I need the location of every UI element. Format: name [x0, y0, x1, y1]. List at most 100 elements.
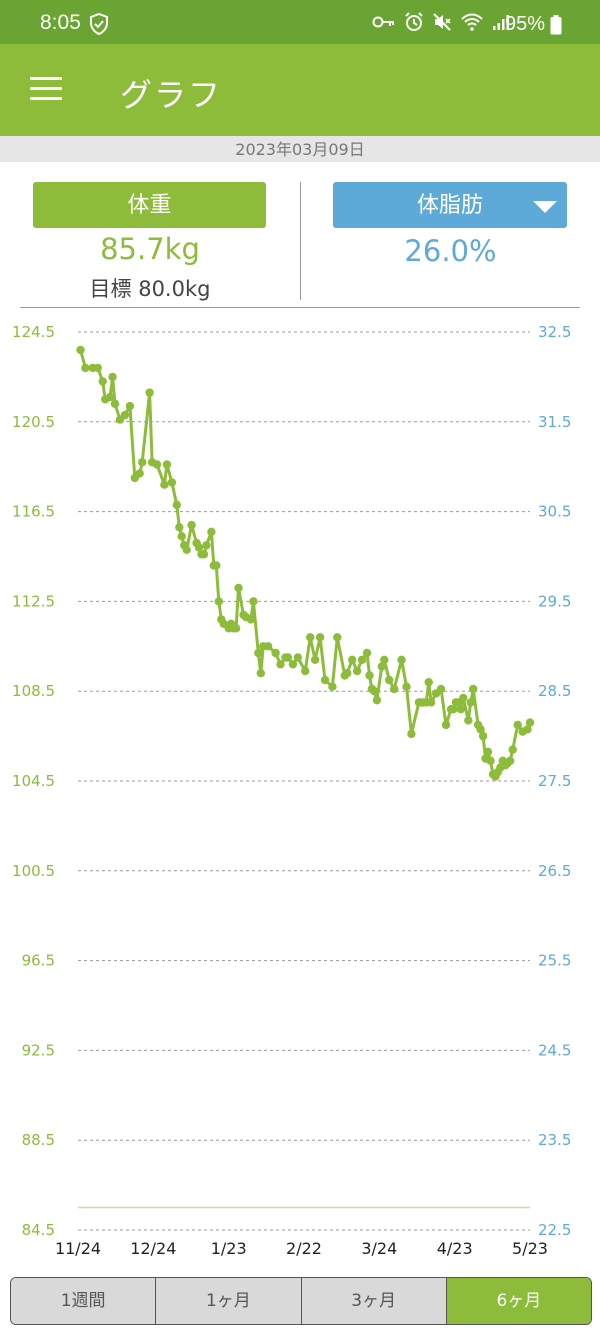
- tab-3-months[interactable]: 3ヶ月: [301, 1278, 447, 1324]
- weight-data-point: [145, 388, 154, 397]
- weight-data-point: [160, 480, 169, 489]
- weight-panel: 体重 85.7kg 目標 80.0kg: [0, 162, 300, 308]
- weight-data-point: [508, 745, 517, 754]
- weight-data-point: [271, 648, 280, 658]
- signal-icon: [492, 13, 510, 36]
- left-axis-tick-label: 116.5: [12, 503, 55, 521]
- weight-data-point: [175, 523, 184, 532]
- weight-data-point: [380, 655, 389, 664]
- weight-data-point: [372, 696, 382, 705]
- weight-data-point: [469, 684, 478, 694]
- weight-data-point: [214, 597, 223, 606]
- left-axis-tick-label: 84.5: [22, 1221, 55, 1239]
- weight-data-point: [138, 458, 147, 467]
- weight-data-point: [306, 633, 315, 642]
- weight-data-point: [343, 669, 352, 678]
- tab-6-months[interactable]: 6ヶ月: [446, 1278, 591, 1324]
- x-axis-tick-label: 2/22: [286, 1239, 322, 1258]
- weight-data-point: [162, 460, 172, 469]
- weight-data-point: [436, 684, 446, 694]
- hamburger-menu-icon[interactable]: [30, 77, 64, 103]
- weight-data-point: [110, 399, 120, 408]
- weight-data-point: [231, 624, 241, 633]
- right-axis-tick-label: 32.5: [538, 323, 571, 341]
- alarm-icon: [404, 12, 424, 37]
- weight-value: 85.7kg: [100, 232, 200, 266]
- tab-1-week[interactable]: 1週間: [11, 1278, 157, 1324]
- weight-data-point: [182, 545, 191, 554]
- key-icon: [372, 14, 396, 35]
- weight-data-point: [125, 401, 135, 411]
- wifi-icon: [460, 12, 484, 37]
- weight-data-point: [464, 716, 473, 725]
- status-icons: [372, 12, 510, 37]
- right-axis-tick-label: 24.5: [538, 1041, 571, 1059]
- weight-data-point: [459, 693, 468, 703]
- weight-data-point: [264, 642, 273, 651]
- right-axis-tick-label: 25.5: [538, 952, 571, 970]
- weight-data-point: [212, 561, 221, 570]
- weight-data-point: [320, 675, 330, 685]
- weight-data-point: [301, 666, 310, 676]
- weight-data-point: [390, 684, 399, 694]
- weight-data-point: [172, 500, 181, 510]
- left-axis-tick-label: 108.5: [12, 682, 55, 700]
- weight-data-point: [310, 655, 320, 664]
- body-fat-label: 体脂肪: [416, 193, 483, 218]
- weight-data-point: [441, 720, 451, 730]
- weight-data-point: [476, 725, 485, 734]
- weight-data-point: [525, 718, 535, 727]
- left-axis-tick-label: 124.5: [12, 323, 55, 341]
- weight-data-point: [199, 550, 209, 559]
- weight-button[interactable]: 体重: [33, 182, 266, 228]
- weight-data-point: [293, 653, 302, 662]
- weight-data-point: [234, 583, 243, 593]
- right-axis-tick-label: 31.5: [538, 413, 571, 431]
- grid-lines: [78, 331, 530, 1231]
- weight-data-point: [365, 671, 374, 680]
- left-axis-tick-label: 88.5: [22, 1131, 55, 1149]
- weight-data-point: [283, 653, 293, 662]
- right-axis-tick-label: 30.5: [538, 503, 571, 521]
- status-time: 8:05: [40, 11, 81, 34]
- weight-chart[interactable]: 124.5 120.5 116.5 112.5 108.5 104.5 100.5 96.5 9…: [0, 308, 600, 1268]
- weight-data-point: [456, 705, 465, 714]
- weight-data-point: [135, 469, 144, 478]
- status-bar: 8:05 95%: [0, 0, 600, 44]
- weight-data-point: [315, 633, 325, 642]
- page-title: グラフ: [120, 76, 223, 114]
- left-axis-tick-label: 104.5: [12, 772, 55, 790]
- x-axis-tick-label: 4/23: [437, 1239, 473, 1258]
- caret-down-icon: [533, 201, 557, 213]
- weight-data-point: [328, 682, 337, 691]
- weight-data-point: [288, 660, 298, 669]
- weight-data-point: [254, 648, 263, 658]
- weight-data-point: [523, 725, 532, 734]
- body-fat-value: 26.0%: [404, 234, 497, 268]
- weight-data-point: [167, 478, 177, 487]
- x-axis-tick-label: 5/23: [512, 1239, 548, 1258]
- weight-data-point: [466, 698, 475, 707]
- shield-check-icon: [89, 12, 109, 40]
- header-divider: [20, 307, 580, 308]
- weight-data-point: [427, 698, 436, 707]
- battery-icon: [550, 15, 562, 40]
- weight-data-point: [207, 527, 216, 536]
- right-axis-tick-label: 23.5: [538, 1131, 571, 1149]
- goal-weight: 目標 80.0kg: [89, 277, 211, 301]
- weight-data-point: [120, 410, 130, 420]
- x-axis-tick-label: 11/24: [55, 1239, 101, 1258]
- left-axis-tick-label: 112.5: [12, 592, 55, 610]
- right-axis-tick-label: 28.5: [538, 682, 571, 700]
- battery-level: 95%: [505, 13, 546, 35]
- fat-panel: 体脂肪 26.0%: [301, 162, 600, 308]
- weight-data-point: [152, 460, 162, 469]
- weight-series: [76, 345, 535, 781]
- weight-data-point: [276, 660, 285, 669]
- panel-divider: [300, 182, 301, 300]
- body-fat-dropdown[interactable]: 体脂肪: [333, 182, 567, 228]
- weight-data-point: [98, 377, 107, 386]
- weight-data-point: [362, 648, 372, 658]
- tab-1-month[interactable]: 1ヶ月: [156, 1278, 302, 1324]
- weight-data-point: [370, 687, 379, 696]
